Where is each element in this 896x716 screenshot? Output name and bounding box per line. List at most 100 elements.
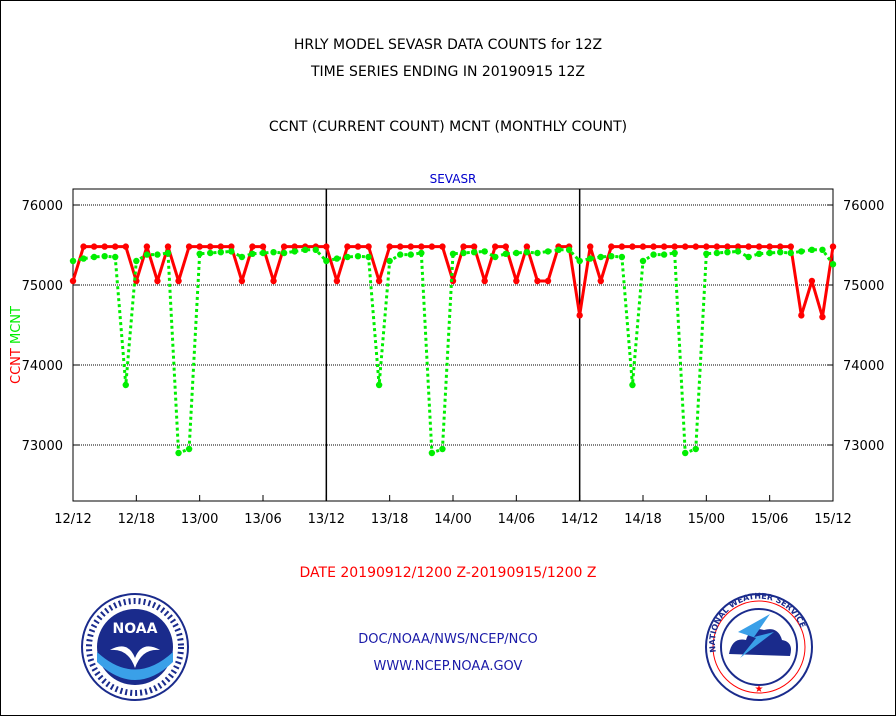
data-point-mcnt <box>565 246 573 253</box>
data-point-mcnt <box>238 253 246 261</box>
data-point-mcnt <box>470 249 478 256</box>
data-point-ccnt <box>713 243 721 250</box>
x-tick-label: 15/00 <box>688 512 725 527</box>
data-point-mcnt <box>787 249 794 257</box>
data-point-ccnt <box>534 277 541 285</box>
data-point-mcnt <box>143 251 151 258</box>
data-point-mcnt <box>724 249 731 256</box>
data-point-ccnt <box>217 243 224 250</box>
data-point-mcnt <box>513 249 520 257</box>
data-point-mcnt <box>713 249 721 257</box>
data-point-mcnt <box>270 249 277 256</box>
data-point-ccnt <box>238 277 246 285</box>
y-tick-label-left: 76000 <box>22 199 63 214</box>
data-point-mcnt <box>808 246 816 253</box>
data-point-mcnt <box>90 253 98 261</box>
data-point-mcnt <box>185 445 193 453</box>
data-point-mcnt <box>207 249 214 257</box>
y-axis-label: CCNT MCNT <box>9 306 24 384</box>
y-tick-label-right: 76000 <box>843 199 884 214</box>
data-point-ccnt <box>587 243 594 250</box>
data-point-ccnt <box>808 277 816 285</box>
data-point-ccnt <box>428 243 436 250</box>
data-point-mcnt <box>492 253 499 261</box>
chart-subtitle: CCNT (CURRENT COUNT) MCNT (MONTHLY COUNT… <box>268 119 628 135</box>
data-point-ccnt <box>660 243 668 250</box>
data-point-mcnt <box>291 248 298 255</box>
data-point-ccnt <box>734 243 742 250</box>
data-point-ccnt <box>344 243 351 250</box>
data-point-ccnt <box>386 243 393 250</box>
data-point-ccnt <box>397 243 404 250</box>
data-point-mcnt <box>217 249 224 256</box>
data-point-ccnt <box>745 243 752 250</box>
data-point-ccnt <box>164 243 172 250</box>
data-point-mcnt <box>407 251 414 258</box>
data-point-ccnt <box>829 243 837 250</box>
data-point-ccnt <box>280 243 288 250</box>
data-point-ccnt <box>470 243 478 250</box>
data-point-ccnt <box>418 243 425 250</box>
credit-line-2: WWW.NCEP.NOAA.GOV <box>373 659 523 674</box>
data-point-mcnt <box>502 250 509 257</box>
noaa-logo-text: NOAA <box>113 621 158 637</box>
x-tick-label: 12/12 <box>54 512 91 527</box>
data-point-mcnt <box>671 249 678 257</box>
data-point-ccnt <box>755 243 763 250</box>
noaa-logo: NOAA <box>81 593 189 701</box>
data-point-ccnt <box>365 243 372 250</box>
chart-title: SEVASR <box>430 172 477 186</box>
data-point-ccnt <box>608 243 615 250</box>
data-point-ccnt <box>597 277 604 285</box>
x-tick-label: 15/06 <box>751 512 788 527</box>
x-tick-label: 14/18 <box>624 512 661 527</box>
y-tick-label-left: 75000 <box>22 279 63 294</box>
data-point-mcnt <box>323 257 330 265</box>
data-point-ccnt <box>481 277 488 285</box>
data-point-mcnt <box>555 246 562 253</box>
data-point-mcnt <box>819 246 826 253</box>
x-tick-label: 12/18 <box>118 512 155 527</box>
data-point-mcnt <box>101 253 108 260</box>
data-point-mcnt <box>312 246 319 253</box>
data-point-mcnt <box>460 249 467 257</box>
x-tick-label: 13/18 <box>371 512 408 527</box>
data-point-ccnt <box>101 243 108 250</box>
data-point-mcnt <box>608 253 615 260</box>
x-tick-label: 13/12 <box>308 512 345 527</box>
x-tick-label: 14/12 <box>561 512 598 527</box>
data-point-ccnt <box>766 243 773 250</box>
data-point-mcnt <box>745 253 752 261</box>
data-point-mcnt <box>534 249 541 257</box>
data-point-ccnt <box>122 243 129 250</box>
y-axis-label-ccnt: CCNT <box>9 348 24 384</box>
data-point-mcnt <box>597 253 604 261</box>
data-point-ccnt <box>798 312 805 319</box>
data-point-mcnt <box>375 381 383 389</box>
y-tick-label-right: 75000 <box>843 279 884 294</box>
data-point-mcnt <box>449 250 457 257</box>
data-point-ccnt <box>513 277 520 285</box>
data-point-ccnt <box>502 243 509 250</box>
title-line-1: HRLY MODEL SEVASR DATA COUNTS for 12Z <box>293 37 603 53</box>
data-point-mcnt <box>576 257 583 265</box>
title-line-2: TIME SERIES ENDING IN 20190915 12Z <box>311 64 585 80</box>
y-tick-label-left: 74000 <box>22 359 63 374</box>
data-point-ccnt <box>629 243 636 250</box>
data-point-mcnt <box>439 445 446 453</box>
data-point-mcnt <box>154 251 161 258</box>
y-tick-label-right: 73000 <box>843 439 884 454</box>
data-point-ccnt <box>724 243 731 250</box>
data-point-ccnt <box>143 243 151 250</box>
date-range: DATE 20190912/1200 Z-20190915/1200 Z <box>299 565 597 581</box>
data-point-ccnt <box>407 243 414 250</box>
x-tick-label: 13/06 <box>244 512 281 527</box>
data-point-mcnt <box>639 257 647 265</box>
plot-area <box>72 188 834 502</box>
data-point-mcnt <box>829 261 837 268</box>
data-point-mcnt <box>133 257 140 265</box>
data-point-ccnt <box>639 243 647 250</box>
data-point-ccnt <box>333 277 341 285</box>
data-point-mcnt <box>629 381 636 389</box>
